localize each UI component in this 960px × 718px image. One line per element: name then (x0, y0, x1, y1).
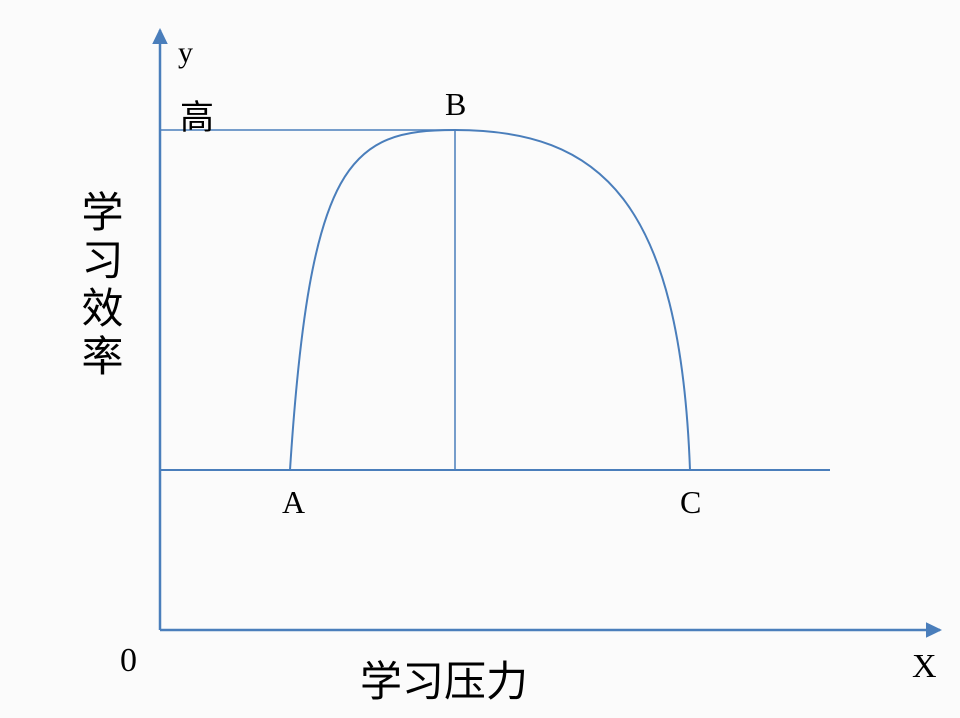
chart-container: y X 0 高 A B C 学习效率 学习压力 (0, 0, 960, 718)
y-axis-letter: y (178, 36, 193, 70)
curve-group (290, 130, 690, 470)
x-axis-letter: X (912, 648, 937, 686)
point-a-label: A (282, 484, 305, 521)
y-axis-title: 学习效率 (68, 190, 129, 382)
point-c-label: C (680, 484, 701, 521)
axes-group (152, 28, 942, 638)
x-axis-title: 学习压力 (360, 648, 528, 709)
chart-svg (0, 0, 960, 718)
point-b-label: B (445, 86, 466, 123)
origin-label: 0 (120, 642, 137, 680)
high-label: 高 (180, 90, 214, 139)
